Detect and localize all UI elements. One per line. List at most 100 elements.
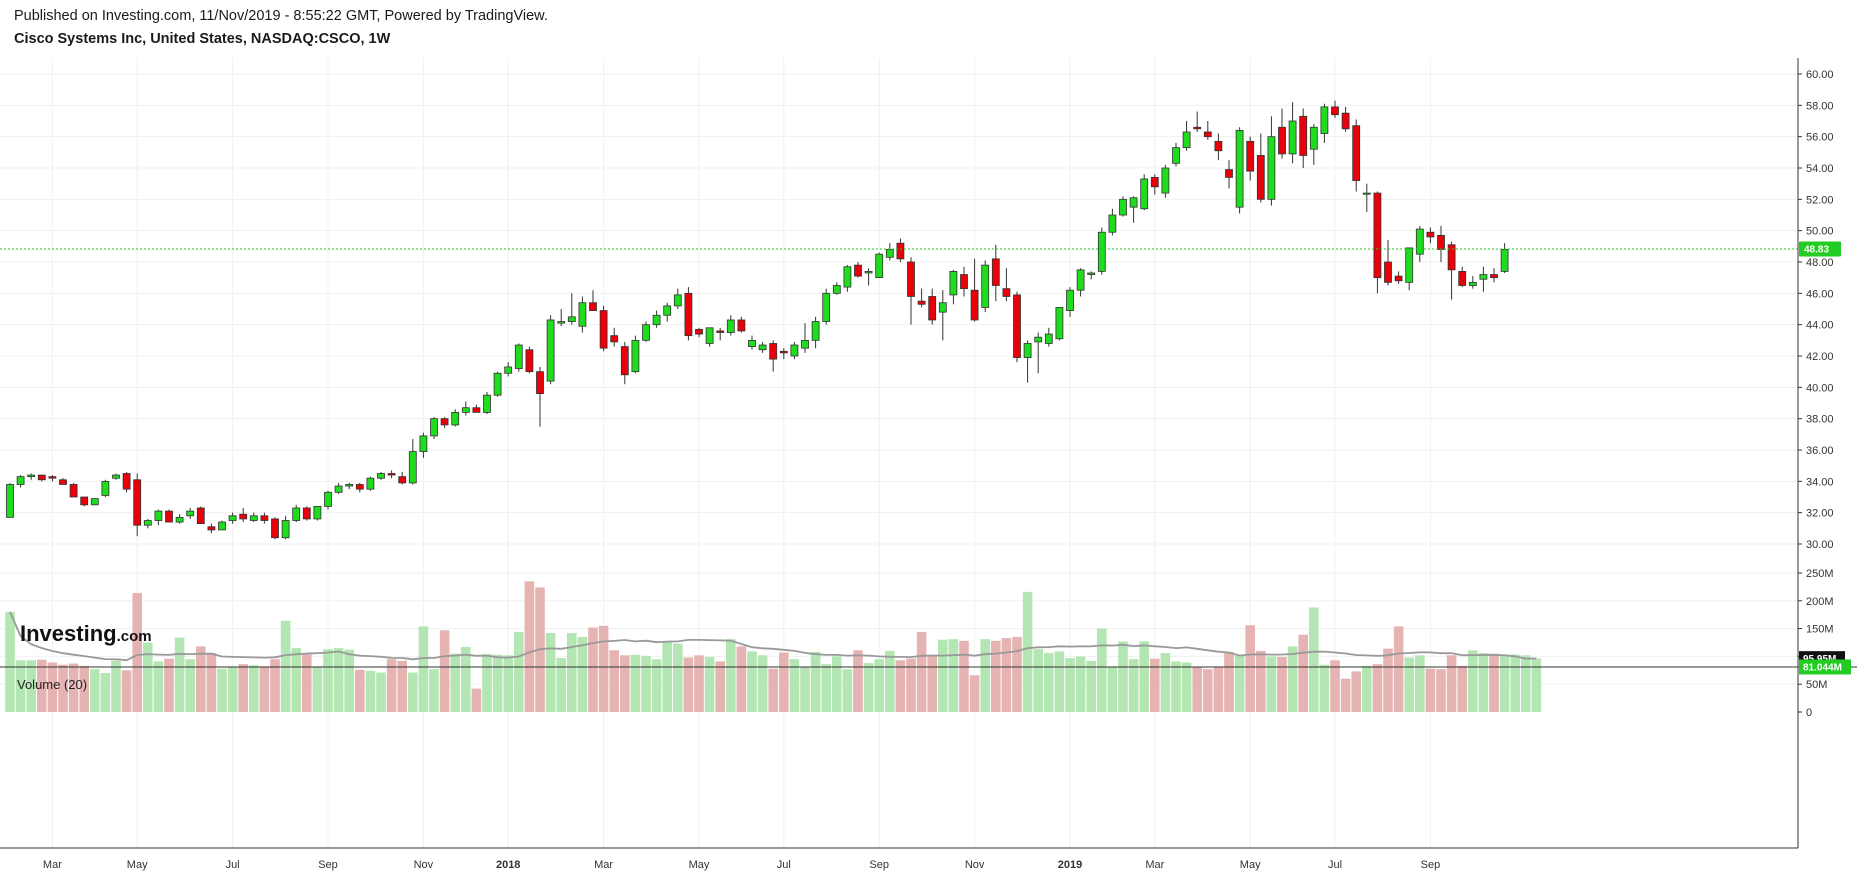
candle-body [1320, 106, 1329, 134]
time-tick-label: Sep [869, 859, 889, 871]
candle-body [1256, 155, 1265, 200]
candle-up [1076, 268, 1085, 297]
volume-bar [418, 626, 429, 712]
volume-bar [386, 659, 397, 712]
candle-up [673, 288, 682, 309]
price-tick-label: 34.00 [1806, 476, 1834, 488]
candle-down [960, 266, 968, 297]
volume-bar [948, 639, 959, 712]
volume-bar [1266, 656, 1277, 712]
candle-up [313, 505, 322, 521]
logo-sub-text: .com [117, 628, 152, 645]
candle-up [143, 518, 152, 529]
candle-body [1203, 131, 1212, 138]
price-tick-label: 38.00 [1806, 414, 1834, 426]
candle-body [165, 510, 173, 523]
volume-bar [90, 669, 100, 712]
candle-down [302, 506, 311, 521]
volume-bar [1362, 665, 1372, 712]
volume-bar [609, 650, 619, 712]
volume-bar [429, 669, 439, 712]
candle-body [589, 302, 597, 311]
volume-bar [1203, 669, 1213, 712]
candle-up [1500, 243, 1509, 273]
candle-up [408, 439, 417, 485]
candle-body [695, 328, 703, 335]
candle-body [1288, 120, 1297, 155]
volume-bar [747, 651, 757, 712]
candle-up [1172, 142, 1180, 167]
volume-bar [482, 654, 492, 712]
volume-bar [832, 656, 842, 712]
price-tick-label: 30.00 [1806, 539, 1834, 551]
candle-body [599, 310, 608, 349]
candle-body [366, 477, 375, 490]
volume-bar [683, 657, 694, 712]
candle-body [705, 327, 714, 344]
candle-down [59, 478, 67, 485]
volume-bar [1065, 658, 1075, 712]
candle-up [885, 243, 894, 261]
chart-title: Cisco Systems Inc, United States, NASDAQ… [14, 31, 391, 47]
candle-down [1013, 291, 1021, 363]
candle-body [578, 302, 587, 327]
volume-bar [1319, 664, 1330, 712]
volume-bar [938, 639, 948, 712]
candle-up [1055, 307, 1064, 341]
candle-down [1002, 268, 1011, 302]
volume-bar [249, 665, 259, 712]
candle-body [1309, 126, 1318, 150]
candle-body [1394, 275, 1403, 282]
candle-body [557, 321, 566, 324]
volume-bar [1192, 667, 1202, 712]
candle-down [620, 341, 629, 385]
volume-bar [588, 627, 598, 712]
candle-down [387, 470, 396, 479]
candle-up [27, 473, 36, 480]
volume-bar [969, 675, 980, 712]
candle-body [292, 507, 301, 521]
candle-down [133, 473, 142, 537]
candle-body [122, 473, 131, 490]
candle-down [207, 523, 216, 534]
candle-body [737, 319, 746, 332]
volume-axis-labels: 250M200M150M100M50M0 [1798, 568, 1834, 719]
candle-body [514, 344, 523, 369]
candle-up [1066, 287, 1074, 317]
volume-bar [874, 659, 884, 712]
candle-down [737, 316, 746, 333]
price-tick-label: 40.00 [1806, 382, 1834, 394]
candle-body [69, 484, 78, 498]
candle-body [1341, 112, 1350, 130]
volume-bar [1499, 654, 1510, 712]
candle-body [1225, 169, 1233, 178]
candle-body [483, 394, 491, 413]
candle-body [461, 407, 470, 413]
candle-body [663, 305, 672, 316]
candle-down [398, 471, 407, 485]
volume-bar [598, 625, 609, 712]
candle-body [218, 521, 226, 531]
price-tick-label: 32.00 [1806, 508, 1834, 520]
volume-bar [821, 664, 831, 712]
candle-body [387, 473, 396, 476]
volume-bar [1012, 636, 1022, 712]
candle-body [1172, 147, 1180, 164]
candle-down [1437, 225, 1445, 262]
candle-down [1193, 111, 1202, 132]
candle-down [260, 512, 269, 524]
price-tick-label: 48.00 [1806, 257, 1834, 269]
volume-bar [312, 666, 323, 712]
volume-bar [185, 659, 195, 712]
candle-up [345, 482, 354, 490]
volume-bar [450, 653, 460, 712]
volume-bar [132, 593, 142, 712]
candle-up [567, 293, 576, 325]
volume-bar [651, 659, 662, 712]
volume-tick-label: 250M [1806, 568, 1834, 580]
candle-body [1066, 289, 1074, 311]
candle-body [80, 496, 89, 506]
candle-body [1352, 125, 1361, 181]
candle-up [642, 321, 650, 342]
candle-down [80, 496, 89, 507]
